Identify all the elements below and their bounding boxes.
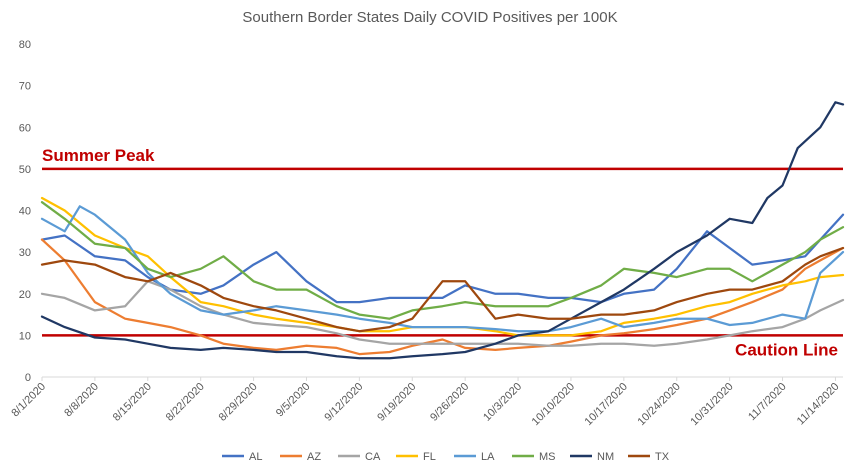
x-tick-label: 9/12/2020 (322, 381, 365, 424)
x-tick-label: 11/7/2020 (746, 381, 789, 424)
x-tick-label: 10/31/2020 (688, 381, 735, 428)
x-tick-label: 8/8/2020 (62, 381, 101, 420)
legend-label: MS (539, 451, 556, 463)
x-tick-label: 8/1/2020 (9, 381, 48, 420)
series-line-nm (40, 101, 845, 360)
reference-line-label: Summer Peak (42, 146, 155, 165)
series-line-tx (40, 246, 845, 333)
legend-label: LA (481, 451, 495, 463)
x-tick-label: 11/14/2020 (795, 381, 842, 428)
y-axis: 0 10 20 30 40 50 60 70 80 (19, 39, 31, 384)
y-tick-label: 70 (19, 81, 31, 93)
reference-lines: Summer Peak Caution Line (42, 146, 843, 359)
chart-title: Southern Border States Daily COVID Posit… (242, 9, 617, 26)
x-tick-label: 10/10/2020 (530, 381, 577, 428)
legend-label: FL (423, 451, 436, 463)
y-tick-label: 80 (19, 39, 31, 51)
x-tick-label: 9/26/2020 (428, 381, 471, 424)
legend-label: AL (249, 451, 262, 463)
series-lines (40, 101, 845, 360)
x-tick-label: 8/15/2020 (111, 381, 154, 424)
legend-label: AZ (307, 451, 321, 463)
x-tick-label: 9/19/2020 (375, 381, 418, 424)
legend-label: CA (365, 451, 381, 463)
series-line-la (40, 205, 845, 333)
x-axis: 8/1/2020 8/8/2020 8/15/2020 8/22/2020 8/29/2… (9, 376, 843, 428)
x-tick-label: 10/17/2020 (583, 381, 630, 428)
y-tick-label: 20 (19, 289, 31, 301)
series-line-ms (40, 201, 845, 320)
legend-label: TX (655, 451, 670, 463)
legend-label: NM (597, 451, 614, 463)
y-tick-label: 30 (19, 247, 31, 259)
series-line-al (40, 213, 845, 304)
reference-line-label: Caution Line (735, 340, 838, 359)
y-tick-label: 0 (25, 372, 31, 384)
x-tick-label: 8/29/2020 (217, 381, 260, 424)
x-tick-label: 8/22/2020 (164, 381, 207, 424)
series-line-ca (40, 280, 845, 347)
x-tick-label: 9/5/2020 (274, 381, 313, 420)
y-tick-label: 10 (19, 330, 31, 342)
legend: AL AZ CA FL LA MS NM TX (222, 451, 670, 463)
x-tick-label: 10/3/2020 (481, 381, 524, 424)
y-tick-label: 40 (19, 206, 31, 218)
series-line-fl (40, 196, 845, 337)
x-tick-label: 10/24/2020 (635, 381, 682, 428)
y-tick-label: 50 (19, 164, 31, 176)
y-tick-label: 60 (19, 122, 31, 134)
